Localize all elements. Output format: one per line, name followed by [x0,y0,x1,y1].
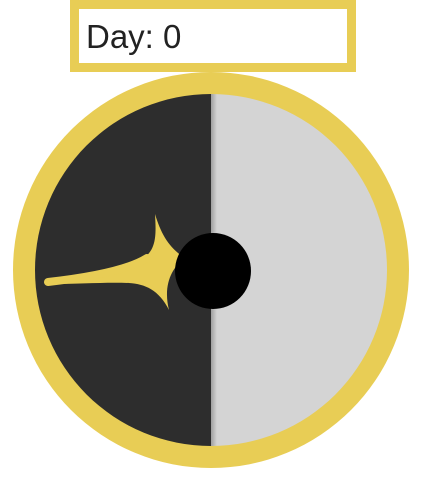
center-hub[interactable] [175,233,251,309]
dial-graphic [13,72,409,468]
star-pointer-icon [44,214,185,310]
day-counter-box: Day: 0 [70,0,356,72]
day-counter-label: Day: 0 [86,18,182,55]
day-night-dial[interactable] [11,72,411,472]
